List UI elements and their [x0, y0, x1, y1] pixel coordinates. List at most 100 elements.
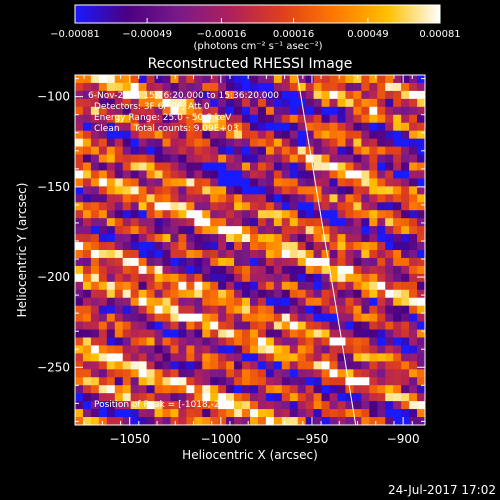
heatmap-pixel: [345, 114, 354, 124]
heatmap-pixel: [186, 98, 195, 108]
heatmap-pixel: [353, 337, 362, 346]
heatmap-pixel: [281, 289, 291, 299]
heatmap-pixel: [281, 273, 291, 283]
heatmap-pixel: [90, 170, 100, 179]
heatmap-pixel: [393, 273, 402, 283]
heatmap-pixel: [234, 154, 243, 163]
heatmap-pixel: [138, 242, 147, 251]
heatmap-pixel: [106, 273, 116, 283]
heatmap-pixel: [321, 210, 330, 219]
heatmap-pixel: [361, 138, 370, 147]
heatmap-pixel: [417, 130, 425, 139]
heatmap-pixel: [250, 305, 259, 314]
heatmap-pixel: [353, 170, 362, 179]
heatmap-pixel: [377, 98, 386, 108]
heatmap-pixel: [377, 154, 386, 163]
heatmap-pixel: [417, 75, 425, 84]
heatmap-pixel: [369, 122, 378, 131]
heatmap-pixel: [289, 337, 299, 346]
heatmap-pixel: [82, 417, 92, 425]
heatmap-pixel: [75, 138, 84, 147]
heatmap-pixel: [122, 273, 131, 283]
x-tick-label: −1050: [109, 432, 150, 446]
heatmap-pixel: [305, 377, 314, 386]
energy-range-label: Energy Range: 25.0 - 50.0 keV: [94, 113, 232, 123]
heatmap-pixel: [154, 98, 163, 108]
heatmap-pixel: [329, 82, 338, 92]
heatmap-pixel: [202, 210, 211, 219]
heatmap-pixel: [281, 186, 291, 195]
heatmap-pixel: [242, 170, 251, 179]
heatmap-pixel: [210, 393, 219, 402]
heatmap-pixel: [289, 305, 299, 314]
heatmap-pixel: [417, 178, 425, 187]
heatmap-pixel: [305, 162, 314, 171]
heatmap-pixel: [385, 313, 394, 322]
heatmap-pixel: [273, 234, 283, 243]
heatmap-pixel: [361, 393, 370, 402]
heatmap-pixel: [361, 401, 370, 410]
heatmap-pixel: [210, 122, 219, 131]
heatmap-pixel: [170, 130, 179, 139]
heatmap-pixel: [273, 210, 283, 219]
heatmap-pixel: [146, 361, 155, 370]
heatmap-pixel: [98, 353, 108, 362]
heatmap-pixel: [273, 122, 283, 131]
heatmap-pixel: [297, 385, 306, 394]
heatmap-pixel: [257, 377, 267, 386]
heatmap-pixel: [321, 178, 330, 187]
heatmap-pixel: [138, 75, 147, 84]
heatmap-pixel: [265, 226, 275, 235]
heatmap-pixel: [385, 202, 394, 211]
heatmap-pixel: [321, 273, 330, 283]
heatmap-pixel: [194, 250, 203, 259]
heatmap-pixel: [75, 114, 84, 124]
heatmap-pixel: [82, 170, 92, 179]
heatmap-pixel: [82, 202, 92, 211]
heatmap-pixel: [75, 289, 84, 299]
heatmap-pixel: [178, 305, 187, 314]
heatmap-pixel: [234, 313, 243, 322]
heatmap-pixel: [202, 170, 211, 179]
heatmap-pixel: [265, 218, 275, 227]
heatmap-pixel: [289, 273, 299, 283]
heatmap-pixel: [313, 385, 322, 394]
heatmap-pixel: [257, 90, 267, 100]
heatmap-pixel: [226, 321, 235, 330]
heatmap-pixel: [202, 130, 211, 139]
heatmap-pixel: [234, 281, 243, 291]
heatmap-pixel: [337, 313, 346, 322]
heatmap-pixel: [82, 154, 92, 163]
heatmap-pixel: [377, 369, 386, 378]
heatmap-pixel: [114, 313, 124, 322]
heatmap-pixel: [385, 75, 394, 84]
heatmap-pixel: [194, 385, 203, 394]
heatmap-pixel: [114, 361, 124, 370]
heatmap-pixel: [393, 90, 402, 100]
heatmap-pixel: [186, 409, 195, 418]
heatmap-pixel: [162, 90, 171, 100]
heatmap-pixel: [170, 90, 179, 100]
heatmap-pixel: [313, 130, 322, 139]
heatmap-pixel: [377, 82, 386, 92]
heatmap-pixel: [297, 417, 306, 425]
heatmap-pixel: [273, 154, 283, 163]
heatmap-pixel: [242, 178, 251, 187]
heatmap-pixel: [297, 409, 306, 418]
heatmap-pixel: [369, 265, 378, 275]
heatmap-pixel: [273, 289, 283, 299]
heatmap-pixel: [210, 329, 219, 338]
heatmap-pixel: [353, 82, 362, 92]
heatmap-pixel: [130, 90, 139, 100]
heatmap-pixel: [242, 297, 251, 306]
heatmap-pixel: [114, 257, 124, 267]
heatmap-pixel: [178, 281, 187, 291]
heatmap-pixel: [329, 393, 338, 402]
heatmap-pixel: [138, 353, 147, 362]
heatmap-pixel: [385, 234, 394, 243]
heatmap-pixel: [130, 210, 139, 219]
heatmap-pixel: [377, 178, 386, 187]
heatmap-pixel: [257, 313, 267, 322]
heatmap-pixel: [313, 369, 322, 378]
heatmap-pixel: [75, 90, 84, 100]
